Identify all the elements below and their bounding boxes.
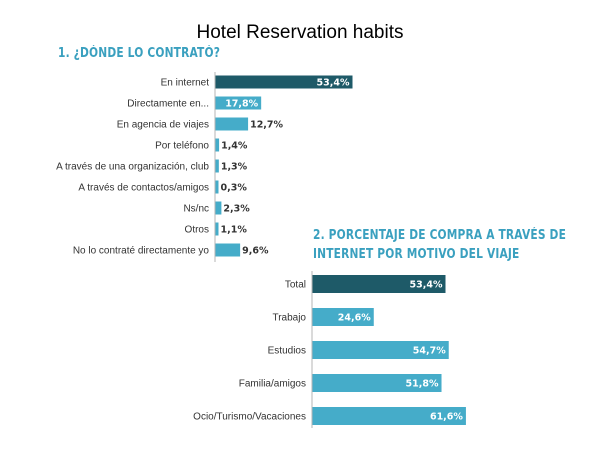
chart1-category-label: A través de una organización, club — [56, 162, 209, 173]
chart1-value-label: 1,4% — [221, 141, 248, 152]
chart2-bar — [312, 407, 466, 425]
chart1-bar — [215, 180, 219, 194]
chart1-value-label: 1,3% — [221, 162, 248, 173]
chart1-value-label: 0,3% — [221, 183, 248, 194]
chart1-value-label: 17,8% — [225, 99, 258, 110]
chart1-bar — [215, 201, 222, 215]
chart2-value-label: 53,4% — [410, 280, 443, 291]
chart1-value-label: 9,6% — [242, 246, 269, 257]
chart1-value-label: 2,3% — [223, 204, 250, 215]
chart2-category-label: Trabajo — [272, 313, 306, 324]
chart1-value-label: 12,7% — [250, 120, 283, 131]
chart2-bar — [312, 374, 442, 392]
chart1-value-label: 1,1% — [221, 225, 248, 236]
chart1-category-label: A través de contactos/amigos — [78, 183, 209, 194]
chart2-category-label: Ocio/Turismo/Vacaciones — [193, 412, 306, 423]
chart2-title-line-2: INTERNET POR MOTIVO DEL VIAJE — [313, 247, 520, 262]
chart1-bar — [215, 75, 353, 89]
chart1-value-label: 53,4% — [317, 78, 350, 89]
chart2-value-label: 54,7% — [413, 346, 446, 357]
chart2-title-line-1: 2. PORCENTAJE DE COMPRA A TRAVÉS DE — [313, 228, 567, 243]
chart2-value-label: 51,8% — [406, 379, 439, 390]
chart1-bar — [215, 138, 220, 152]
chart2-category-label: Familia/amigos — [239, 379, 306, 390]
chart2-bar — [312, 308, 374, 326]
chart2-title: 2. PORCENTAJE DE COMPRA A TRAVÉS DE INTE… — [313, 226, 566, 264]
chart1-title: 1. ¿DÓNDE LO CONTRATÓ? — [58, 46, 221, 61]
chart1-bar — [215, 159, 219, 173]
chart1-category-label: En internet — [161, 78, 210, 89]
chart2-value-label: 61,6% — [430, 412, 463, 423]
chart1-bar — [215, 222, 219, 236]
chart1-bar — [215, 243, 241, 257]
chart2-category-label: Estudios — [268, 346, 306, 357]
chart1-category-label: Directamente en... — [127, 99, 209, 110]
chart1-category-label: Por teléfono — [155, 141, 209, 152]
chart1-bar — [215, 117, 249, 131]
chart2-bar — [312, 275, 446, 293]
chart1-category-label: Ns/nc — [183, 204, 209, 215]
chart1-category-label: En agencia de viajes — [117, 120, 209, 131]
chart2-category-label: Total — [285, 280, 306, 291]
chart2-bar — [312, 341, 449, 359]
chart1-bar — [215, 96, 262, 110]
chart1-category-label: No lo contraté directamente yo — [73, 246, 210, 257]
chart1-category-label: Otros — [185, 225, 209, 236]
slide-title: Hotel Reservation habits — [196, 22, 404, 43]
chart2-value-label: 24,6% — [338, 313, 371, 324]
